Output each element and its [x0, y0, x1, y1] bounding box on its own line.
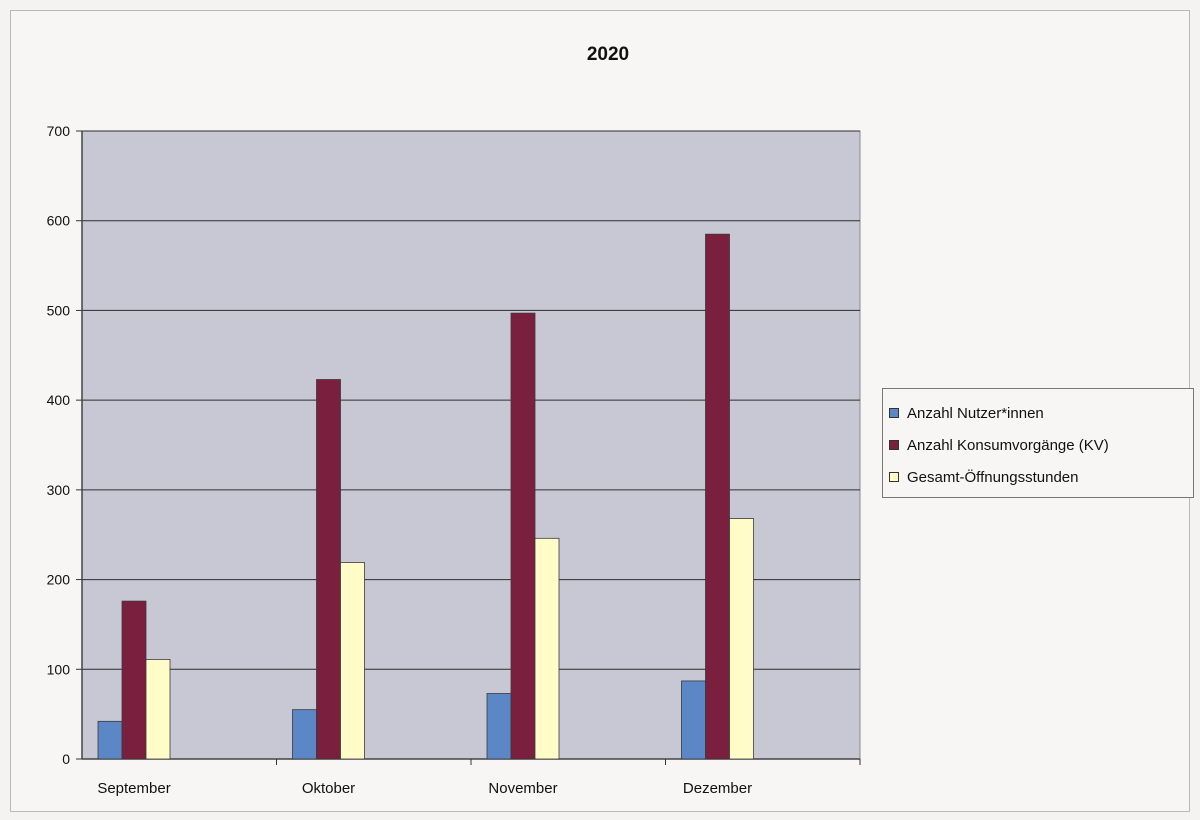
bar-oeffnungsstunden-dezember [729, 518, 754, 760]
bar-konsumvorgaenge-oktober [316, 379, 341, 760]
x-tick-label: Dezember [683, 780, 752, 797]
legend-swatch [889, 440, 899, 450]
legend-label: Anzahl Konsumvorgänge (KV) [907, 436, 1109, 454]
legend-label: Anzahl Nutzer*innen [907, 404, 1044, 422]
bar-nutzer-november [486, 693, 512, 760]
legend-item: Anzahl Nutzer*innen [889, 397, 1187, 429]
bar-nutzer-september [97, 720, 123, 760]
y-tick-label: 200 [47, 572, 71, 588]
bar-konsumvorgaenge-november [510, 312, 536, 760]
chart-title: 2020 [587, 44, 629, 65]
x-tick-label: November [488, 780, 557, 797]
y-tick-label: 500 [47, 302, 71, 318]
bar-konsumvorgaenge-september [121, 600, 147, 760]
bar-nutzer-dezember [681, 680, 706, 760]
bar-nutzer-oktober [292, 709, 317, 760]
x-tick-label: Oktober [302, 780, 355, 797]
y-tick-label: 100 [47, 661, 71, 677]
legend-swatch [889, 472, 899, 482]
x-tick-label: September [97, 780, 170, 797]
y-tick-label: 400 [47, 392, 71, 408]
legend-swatch [889, 408, 899, 418]
legend-item: Gesamt-Öffnungsstunden [889, 461, 1187, 493]
y-tick-label: 600 [47, 213, 71, 229]
chart-legend: Anzahl Nutzer*innen Anzahl Konsumvorgänge… [882, 388, 1194, 498]
y-tick-label: 700 [47, 123, 71, 139]
legend-item: Anzahl Konsumvorgänge (KV) [889, 429, 1187, 461]
bar-oeffnungsstunden-oktober [340, 562, 365, 760]
legend-label: Gesamt-Öffnungsstunden [907, 468, 1079, 486]
bar-konsumvorgaenge-dezember [705, 233, 730, 760]
bar-oeffnungsstunden-september [145, 659, 171, 760]
y-tick-label: 300 [47, 482, 71, 498]
y-tick-label: 0 [62, 751, 70, 767]
bar-oeffnungsstunden-november [534, 537, 560, 760]
